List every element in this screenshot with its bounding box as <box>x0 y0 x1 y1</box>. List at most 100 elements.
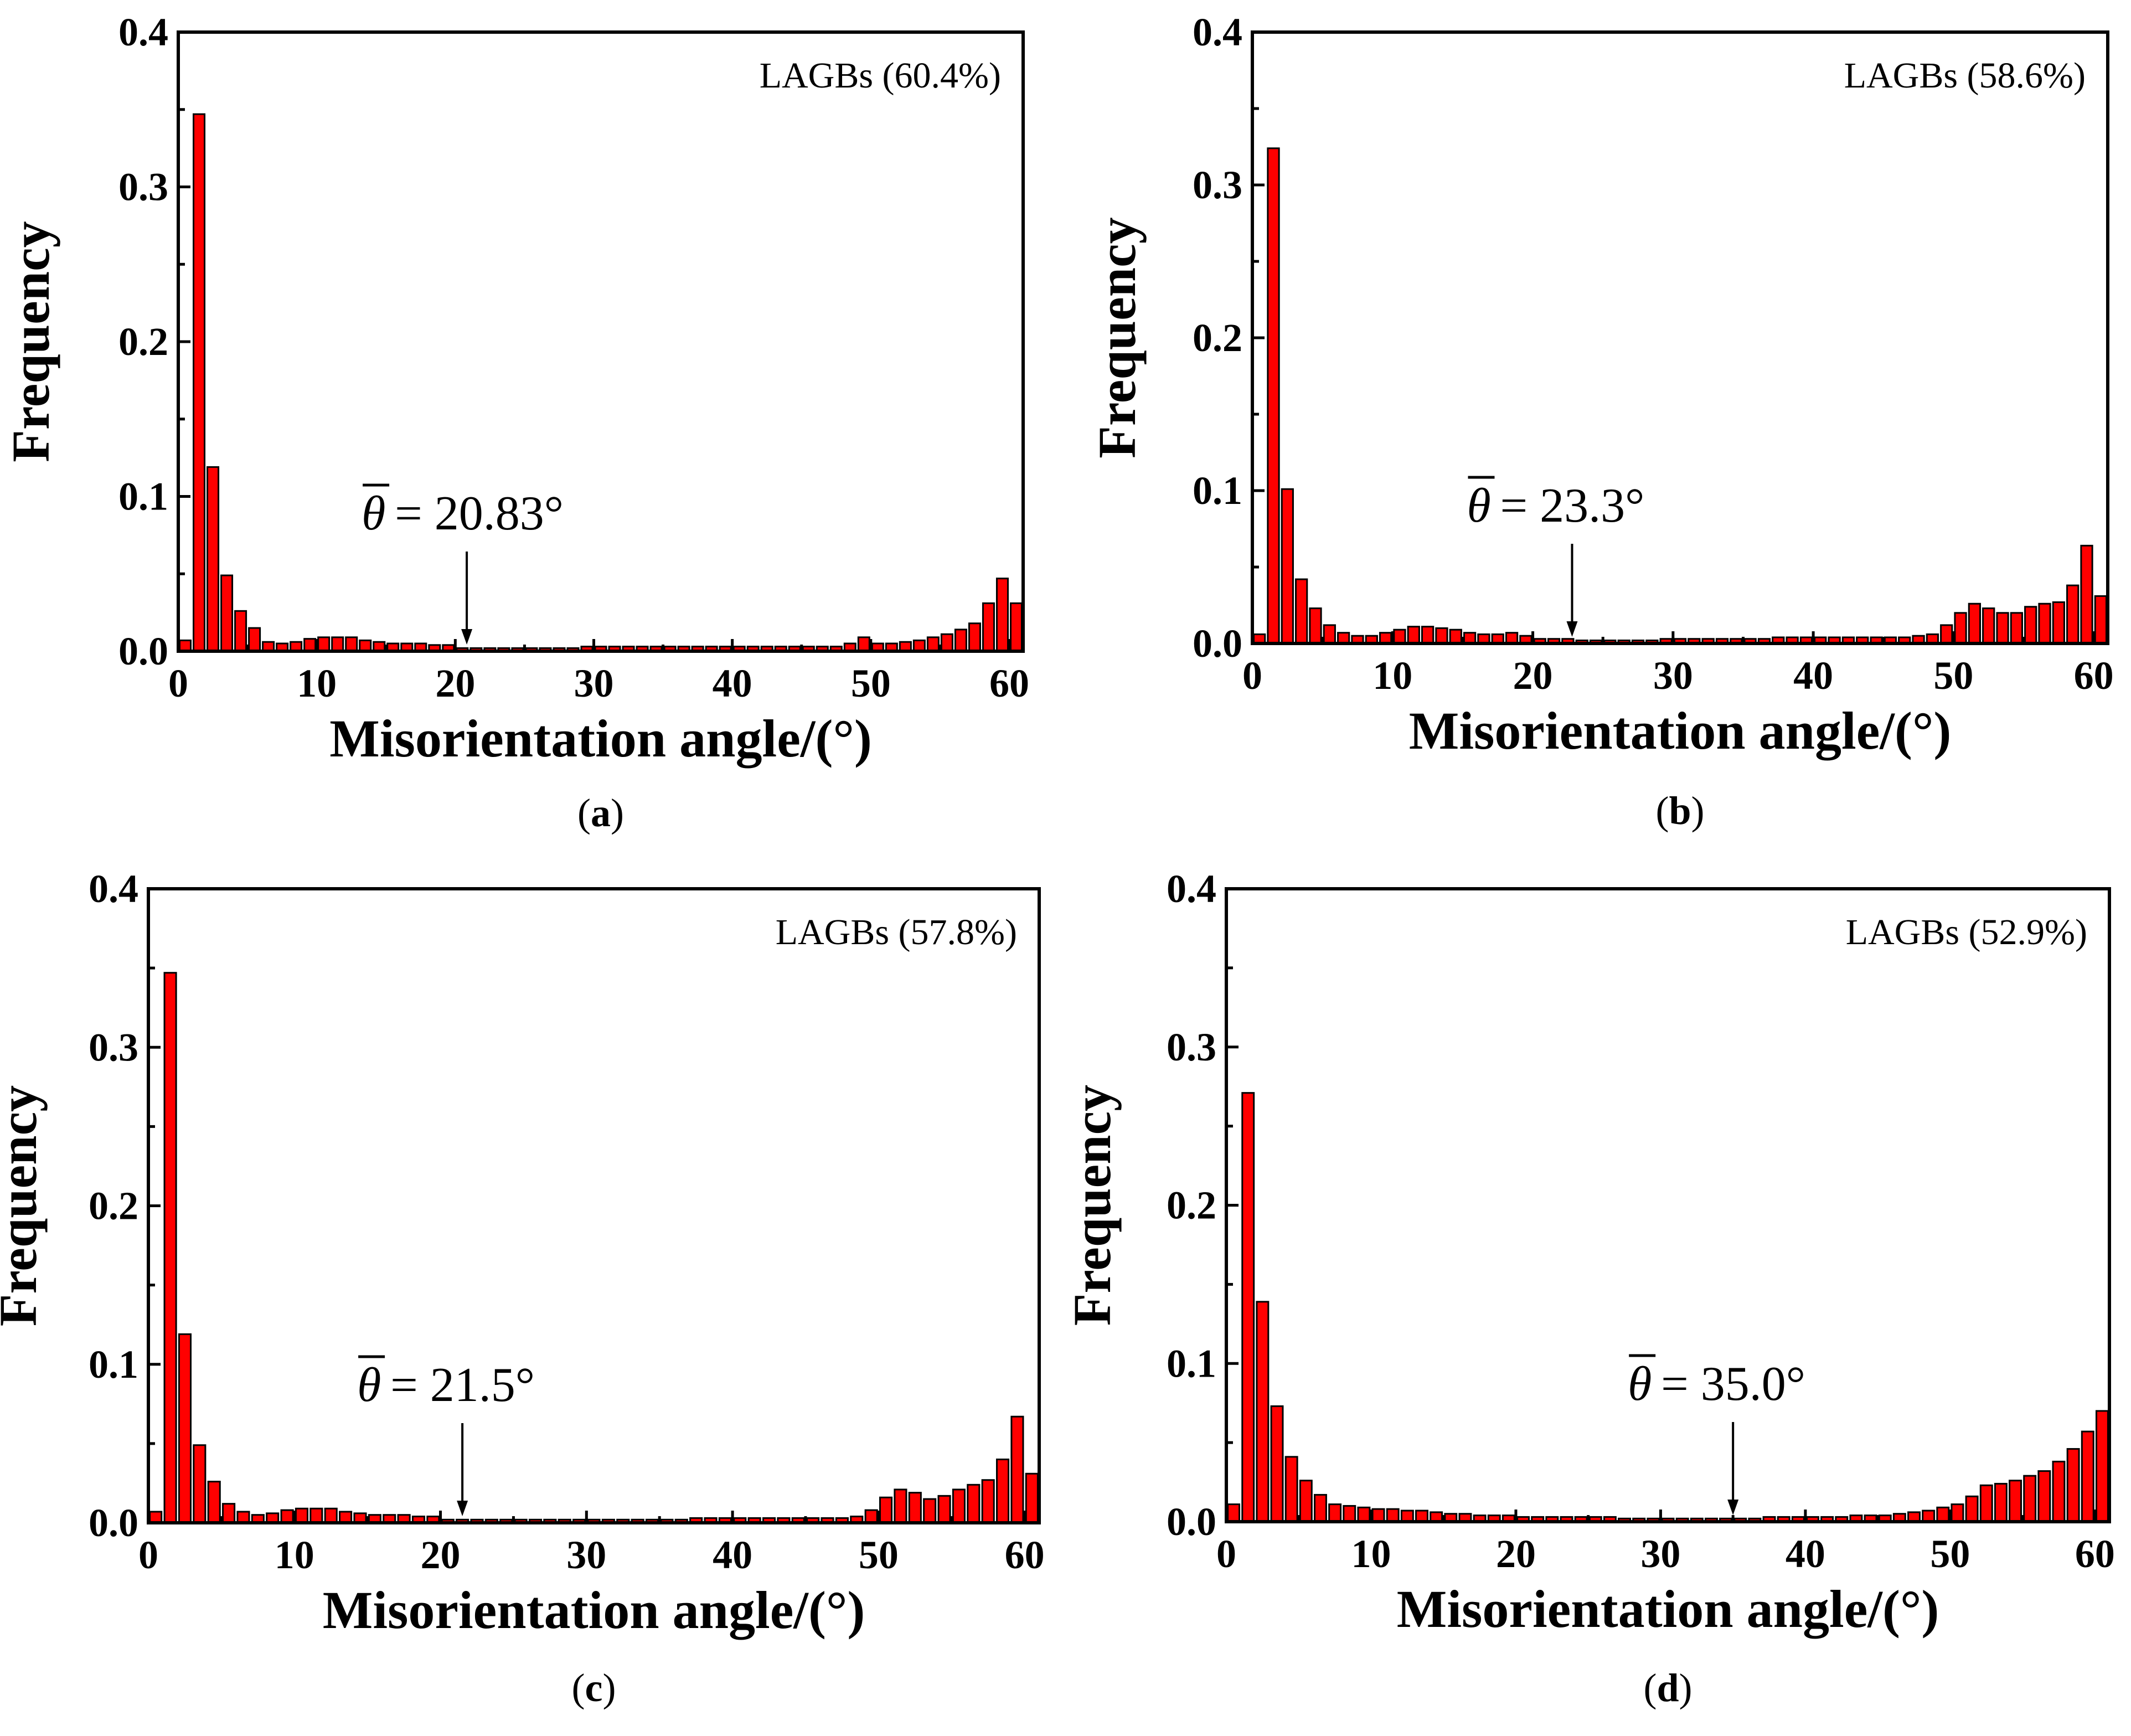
mean-annotation: θ = 21.5° <box>357 1355 535 1516</box>
histogram-bar <box>1357 1506 1371 1523</box>
histogram-bar <box>1940 624 1953 645</box>
histogram-bar <box>1009 602 1023 652</box>
histogram-bar <box>926 636 940 652</box>
histogram-bar <box>1299 1480 1313 1523</box>
x-tick-label: 60 <box>2074 653 2114 698</box>
x-tick-label: 40 <box>713 1533 752 1577</box>
histogram-bar <box>1922 1510 1936 1523</box>
mean-arrow-head <box>461 629 473 645</box>
mean-value-text: = 23.3° <box>1500 479 1644 533</box>
histogram-bar <box>1421 626 1435 645</box>
histogram-bar <box>178 1333 192 1524</box>
mean-arrow-head <box>1566 621 1578 637</box>
histogram-bar <box>193 113 206 652</box>
histogram-bar <box>1256 1301 1270 1523</box>
y-tick-label: 0.1 <box>89 1342 138 1387</box>
histogram-bar <box>1965 1495 1979 1523</box>
histogram-bar <box>968 622 981 652</box>
y-tick-label: 0.0 <box>1167 1500 1216 1544</box>
histogram-bar <box>996 1459 1010 1524</box>
x-tick-label: 20 <box>1513 653 1553 698</box>
histogram-bar <box>2080 544 2093 645</box>
histogram-bar <box>954 629 967 652</box>
histogram-bar <box>1400 1510 1414 1523</box>
y-axis-title: Frequency <box>1062 1085 1122 1326</box>
histogram-bar <box>2024 606 2037 645</box>
x-axis-title: Misorientation angle/(°) <box>1397 1579 1939 1639</box>
x-tick-label: 50 <box>1930 1532 1970 1576</box>
panel-caption-letter: c <box>585 1666 603 1710</box>
histogram-bar <box>1241 1092 1255 1523</box>
x-tick-label: 50 <box>859 1533 899 1577</box>
histogram-bar <box>1968 602 1982 645</box>
y-tick-label: 0.0 <box>118 629 168 673</box>
chart-panel-c: 0 10 20 30 40 50 60 0.0 0.1 0.2 0.3 0.4 Misorientati… <box>0 867 1045 1710</box>
histogram-bar <box>2037 1470 2051 1523</box>
histogram-bar <box>894 1488 907 1524</box>
histogram-bar <box>1314 1493 1327 1523</box>
histogram-bar <box>2081 1430 2094 1523</box>
mean-theta-symbol: θ <box>357 1358 381 1412</box>
histogram-bar <box>1951 1503 1964 1523</box>
panel-caption: (a) <box>577 791 624 835</box>
histogram-bar <box>1284 1456 1298 1523</box>
y-tick-label: 0.3 <box>118 165 168 209</box>
mean-theta-symbol: θ <box>1467 479 1490 533</box>
x-tick-label: 40 <box>1786 1532 1825 1576</box>
histogram-bar <box>2095 1410 2109 1523</box>
histogram-bar <box>1328 1503 1342 1523</box>
plot-frame <box>1251 30 2109 645</box>
histogram-bar <box>309 1507 323 1524</box>
y-tick-label: 0.2 <box>1167 1183 1216 1228</box>
histogram-bar <box>1435 627 1448 645</box>
histogram-bar <box>1281 488 1294 645</box>
y-tick-label: 0.1 <box>118 475 168 519</box>
histogram-bar <box>857 636 870 652</box>
x-tick-label: 60 <box>2075 1532 2115 1576</box>
lagb-annotation: LAGBs (60.4%) <box>760 55 1001 96</box>
histogram-bar <box>1343 1505 1356 1523</box>
y-tick-label: 0.3 <box>1193 163 1242 207</box>
histogram-bar <box>1982 607 1995 645</box>
mean-arrow-head <box>457 1501 468 1516</box>
chart-panel-b: 0 10 20 30 40 50 60 0.0 0.1 0.2 0.3 0.4 Misorientati… <box>1087 10 2114 833</box>
histogram-bar <box>1227 1503 1241 1523</box>
y-axis-title: Frequency <box>0 1085 48 1327</box>
histogram-bar <box>995 578 1009 652</box>
histogram-bar <box>1270 1405 1284 1523</box>
y-tick-label: 0.4 <box>1193 10 1242 54</box>
x-tick-label: 20 <box>421 1533 461 1577</box>
lagb-annotation: LAGBs (57.8%) <box>776 912 1017 952</box>
y-tick-label: 0.1 <box>1193 468 1242 513</box>
histogram-bar <box>2009 1480 2022 1523</box>
histogram-bar <box>2023 1475 2037 1523</box>
x-axis-title: Misorientation angle/(°) <box>329 709 872 768</box>
histogram-bar <box>981 1479 995 1524</box>
x-tick-label: 40 <box>713 661 752 705</box>
mean-value-text: = 35.0° <box>1661 1357 1805 1411</box>
x-tick-label: 50 <box>851 661 891 705</box>
histogram-bar <box>2052 1460 2066 1523</box>
x-axis-title: Misorientation angle/(°) <box>323 1580 865 1640</box>
histogram-bar <box>937 1495 951 1524</box>
x-axis-title: Misorientation angle/(°) <box>1409 701 1952 760</box>
histogram-bar <box>207 466 220 652</box>
histogram-bar <box>248 627 261 652</box>
x-tick-label: 30 <box>1653 653 1693 698</box>
histogram-bar <box>280 1509 294 1524</box>
plot-frame <box>177 30 1025 653</box>
lagb-annotation: LAGBs (52.9%) <box>1846 912 2087 952</box>
histogram-bar <box>1936 1506 1950 1523</box>
histogram-bar <box>1415 1510 1428 1523</box>
y-tick-label: 0.0 <box>1193 621 1242 666</box>
x-tick-label: 60 <box>989 661 1029 705</box>
plot-frame <box>147 887 1041 1524</box>
chart-panel-d: 0 10 20 30 40 50 60 0.0 0.1 0.2 0.3 0.4 Misorientati… <box>1062 867 2115 1710</box>
histogram-bar <box>236 1511 250 1524</box>
y-tick-label: 0.4 <box>118 10 168 54</box>
histogram-bar <box>1996 612 2009 645</box>
histogram-bar <box>149 1511 163 1524</box>
histogram-bar <box>339 1511 353 1524</box>
y-tick-label: 0.3 <box>1167 1025 1216 1069</box>
mean-value-text: = 20.83° <box>395 487 564 540</box>
